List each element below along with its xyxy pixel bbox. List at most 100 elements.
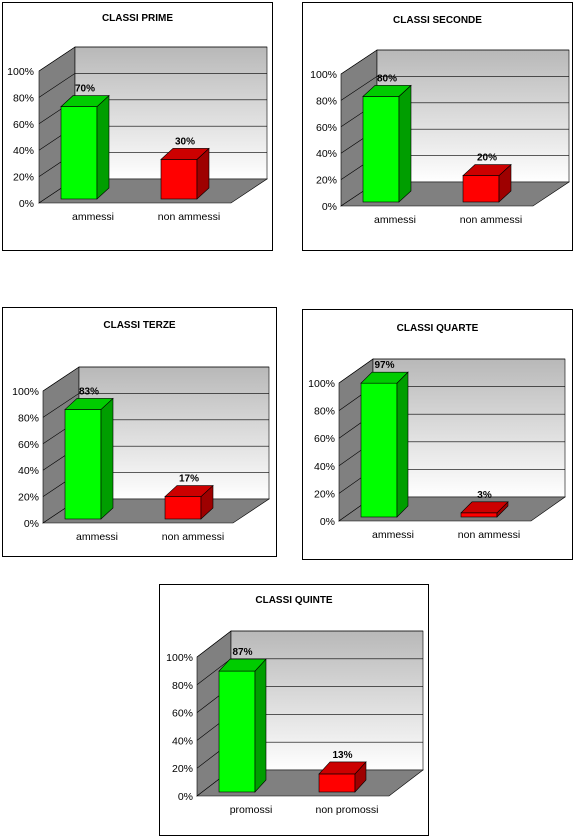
bar-pass (218, 658, 267, 793)
gridline (338, 358, 565, 384)
bar-front (164, 496, 202, 520)
gridline (340, 76, 569, 101)
chart-plot: 0% 20% 40% 60% 80% 100% 80% ammessi 20% non ammes… (310, 49, 570, 226)
gridline (38, 46, 267, 72)
bar-pass (60, 94, 110, 200)
y-tick-label: 20% (18, 492, 39, 504)
y-tick-label: 20% (314, 488, 335, 500)
category-label: non promossi (315, 804, 378, 816)
y-tick-label: 60% (316, 122, 337, 134)
bar-side (396, 371, 409, 518)
gridline (42, 366, 269, 392)
category-label: non ammessi (158, 211, 220, 223)
bar-top (462, 164, 512, 176)
bar-top (318, 761, 367, 775)
y-tick-label: 20% (172, 763, 193, 775)
bar-top (64, 398, 114, 410)
bar-fail (160, 147, 210, 200)
y-tick-label: 80% (316, 95, 337, 107)
data-label: 20% (477, 153, 497, 164)
bar-pass (362, 84, 412, 203)
y-tick-label: 0% (19, 198, 34, 210)
bar-pass (360, 371, 409, 518)
bar-top (164, 485, 214, 497)
category-label: ammessi (374, 214, 416, 226)
y-tick-label: 0% (322, 201, 337, 213)
y-tick-label: 40% (13, 145, 34, 157)
chart-title: CLASSI QUINTE (255, 595, 333, 606)
bar-top (60, 95, 110, 107)
bar-fail (318, 761, 367, 793)
y-tick-label: 100% (308, 378, 335, 390)
category-label: non ammessi (460, 214, 522, 226)
bar-top (218, 658, 267, 672)
category-label: non ammessi (458, 529, 520, 541)
data-label: 17% (179, 474, 199, 485)
y-tick-label: 100% (310, 69, 337, 81)
y-tick-label: 100% (166, 652, 193, 664)
bar-front (360, 382, 398, 518)
chart-classi-quarte: 0% 20% 40% 60% 80% 100% 97% ammessi 3% non ammess… (302, 309, 573, 560)
chart-plot: 0% 20% 40% 60% 80% 100% 70% ammessi 30% non ammes… (7, 46, 268, 223)
bar-front (362, 96, 400, 203)
chart-title: CLASSI SECONDE (393, 15, 482, 26)
bar-top (362, 85, 412, 97)
chart-classi-seconde: 0% 20% 40% 60% 80% 100% 80% ammessi 20% non ammes… (302, 2, 573, 251)
bar-side (100, 397, 114, 520)
chart-title: CLASSI PRIME (101, 13, 174, 24)
chart-classi-prime: 0% 20% 40% 60% 80% 100% 70% ammessi 30% non ammes… (2, 2, 273, 251)
data-label: 30% (175, 136, 195, 147)
y-tick-label: 80% (172, 680, 193, 692)
category-label: non ammessi (162, 531, 224, 543)
bar-front (318, 773, 356, 793)
y-tick-label: 40% (314, 461, 335, 473)
y-tick-label: 0% (24, 518, 39, 530)
chart-plot: 0% 20% 40% 60% 80% 100% 87% promossi 13% non prom… (166, 630, 424, 816)
y-tick-label: 40% (172, 735, 193, 747)
y-tick-label: 100% (12, 386, 39, 398)
category-label: ammessi (372, 529, 414, 541)
bar-fail (164, 484, 214, 520)
data-label: 80% (377, 73, 397, 84)
bar-side (96, 94, 110, 200)
bar-front (64, 409, 102, 520)
chart-classi-quinte: 0% 20% 40% 60% 80% 100% 87% promossi 13% non prom… (159, 584, 429, 836)
chart-plot: 0% 20% 40% 60% 80% 100% 83% ammessi 17% non ammes… (12, 366, 270, 543)
bar-top (460, 501, 509, 514)
gridline (340, 49, 569, 75)
bar-front (60, 106, 98, 200)
bar-front (218, 670, 256, 793)
y-tick-label: 20% (316, 175, 337, 187)
chart-classi-terze: 0% 20% 40% 60% 80% 100% 83% ammessi 17% non ammes… (2, 307, 277, 557)
y-tick-label: 40% (316, 148, 337, 160)
data-label: 83% (79, 386, 99, 397)
y-tick-label: 40% (18, 465, 39, 477)
chart-plot: 0% 20% 40% 60% 80% 100% 97% ammessi 3% non ammess… (308, 358, 566, 541)
category-label: ammessi (76, 531, 118, 543)
y-tick-label: 0% (320, 516, 335, 528)
bar-front (460, 512, 498, 518)
bar-pass (64, 397, 114, 520)
data-label: 97% (374, 360, 394, 371)
chart-title: CLASSI TERZE (103, 320, 176, 331)
bar-top (360, 371, 409, 384)
data-label: 70% (75, 84, 95, 95)
data-label: 13% (332, 750, 352, 761)
bar-fail (460, 501, 509, 518)
y-tick-label: 60% (13, 119, 34, 131)
gridline (196, 630, 423, 658)
bar-side (398, 84, 412, 203)
y-tick-label: 100% (7, 66, 34, 78)
bar-side (254, 658, 267, 793)
y-tick-label: 80% (314, 406, 335, 418)
gridline (38, 73, 267, 98)
y-tick-label: 60% (172, 708, 193, 720)
y-tick-label: 80% (18, 412, 39, 424)
data-label: 3% (477, 490, 492, 501)
data-label: 87% (232, 647, 252, 658)
category-label: ammessi (72, 211, 114, 223)
y-tick-label: 20% (13, 172, 34, 184)
y-tick-label: 60% (18, 439, 39, 451)
chart-title: CLASSI QUARTE (396, 323, 479, 334)
y-tick-label: 0% (178, 791, 193, 803)
